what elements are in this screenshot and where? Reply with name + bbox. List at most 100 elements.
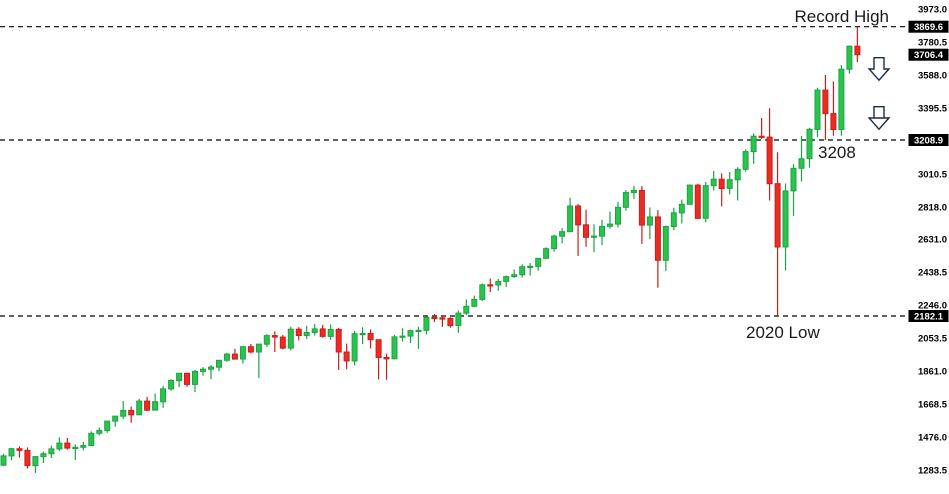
candle xyxy=(415,326,422,349)
candle-body xyxy=(295,328,302,337)
candle xyxy=(790,164,797,216)
candle-body xyxy=(271,335,278,338)
candle xyxy=(80,441,87,451)
candle-body xyxy=(662,226,669,261)
candle-body xyxy=(136,400,143,416)
candle xyxy=(295,327,302,341)
candle-body xyxy=(814,89,821,130)
candle-body xyxy=(279,336,286,349)
candle xyxy=(495,278,502,291)
candle xyxy=(319,324,326,338)
candle xyxy=(32,456,39,473)
candle xyxy=(551,234,558,252)
candle-body xyxy=(184,372,190,385)
candle xyxy=(535,257,542,271)
candle-body xyxy=(559,231,566,237)
candle-body xyxy=(208,366,214,370)
price-label-boxes: 3869.6 3706.4 3208.9 2182.1 xyxy=(908,20,949,322)
candle-body xyxy=(287,328,294,349)
candle-body xyxy=(160,388,167,403)
candle-body xyxy=(16,448,23,451)
candle-body xyxy=(646,216,653,226)
candle xyxy=(607,211,613,229)
price-label-box xyxy=(908,20,949,33)
level-dashed-lines xyxy=(0,26,908,317)
candles xyxy=(0,26,861,473)
candle xyxy=(686,184,693,205)
candle-body xyxy=(503,276,510,282)
candle-body xyxy=(806,128,813,160)
candle-body xyxy=(790,167,797,192)
candle xyxy=(599,220,605,246)
candle-body xyxy=(439,317,446,320)
candle xyxy=(846,45,853,74)
candle xyxy=(231,348,238,360)
candle xyxy=(200,367,206,376)
candle xyxy=(670,207,677,231)
candle-body xyxy=(32,456,39,467)
price-label-text: 3208.9 xyxy=(914,135,943,146)
candle xyxy=(479,283,486,301)
candle xyxy=(223,352,230,362)
candle-body xyxy=(607,223,613,227)
candle-body xyxy=(630,190,637,194)
candle xyxy=(303,325,310,339)
candle xyxy=(16,446,23,458)
candle xyxy=(527,263,534,276)
price-label-box xyxy=(908,310,949,322)
candle-body xyxy=(758,135,765,138)
candle xyxy=(216,359,222,372)
candle-body xyxy=(447,317,454,327)
candle-body xyxy=(351,333,358,362)
y-axis-tick-label: 2053.5 xyxy=(918,333,948,344)
candle-body xyxy=(255,343,262,353)
record-high-label: Record High xyxy=(795,7,890,26)
candle-body xyxy=(471,298,478,307)
price-label-box xyxy=(908,134,949,146)
candle xyxy=(814,87,821,138)
candle-body xyxy=(702,185,709,219)
candle-body xyxy=(423,316,430,331)
candle xyxy=(774,152,781,316)
candle xyxy=(750,133,757,164)
candle xyxy=(822,75,829,140)
candle xyxy=(184,372,190,387)
candle-body xyxy=(830,113,837,130)
candle xyxy=(519,264,526,278)
candle xyxy=(8,447,15,461)
candle xyxy=(742,149,749,172)
candle xyxy=(351,330,358,366)
level-3208-label: 3208 xyxy=(818,143,856,162)
candle xyxy=(335,327,342,370)
candle-body xyxy=(56,442,63,450)
candle xyxy=(391,334,398,360)
candle-body xyxy=(64,442,71,449)
candle xyxy=(271,331,278,352)
candle-body xyxy=(367,333,374,341)
candle-body xyxy=(710,178,717,187)
y-axis-tick-label: 3010.5 xyxy=(918,169,948,180)
candle xyxy=(830,81,837,136)
candle xyxy=(431,314,438,322)
candle xyxy=(630,185,637,199)
candle xyxy=(128,406,135,423)
candle xyxy=(56,437,63,451)
candle-body xyxy=(8,448,15,457)
candle-body xyxy=(742,151,749,170)
candle-body xyxy=(551,235,558,250)
candle-body xyxy=(670,212,677,228)
low-2020-label: 2020 Low xyxy=(746,323,820,342)
price-label: 2182.1 xyxy=(908,310,949,322)
candle xyxy=(503,275,510,287)
candle-body xyxy=(822,89,829,115)
candle xyxy=(567,197,574,233)
candle-body xyxy=(168,380,175,390)
candle xyxy=(447,317,454,328)
candle xyxy=(88,431,95,447)
candle xyxy=(766,108,773,201)
candle xyxy=(311,324,318,336)
candle-body xyxy=(104,420,111,431)
candle xyxy=(327,324,334,340)
candle xyxy=(279,334,286,350)
y-axis-tick-label: 3780.5 xyxy=(918,37,948,48)
